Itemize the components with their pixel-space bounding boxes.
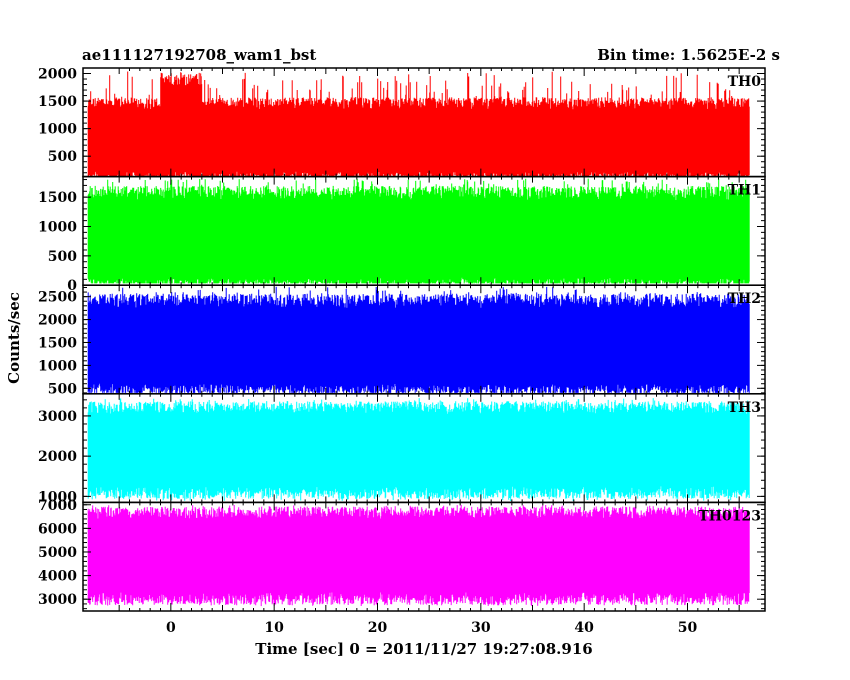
panel-th1: 0 500 1000 1500 TH1 <box>38 175 766 294</box>
y-tick-label: 1500 <box>38 94 77 110</box>
series-th1 <box>87 178 750 284</box>
panel-label: TH3 <box>728 400 761 416</box>
y-tick-label: 500 <box>48 381 77 397</box>
panel-th2: 500 1000 1500 2000 2500 TH2 <box>38 284 766 397</box>
y-tick-label: 1000 <box>38 122 77 138</box>
y-tick-label: 2500 <box>38 290 77 306</box>
x-tick-label: 0 <box>166 620 176 636</box>
figure-title-right: Bin time: 1.5625E-2 s <box>597 46 780 64</box>
panel-label: TH0 <box>728 74 762 90</box>
y-tick-label: 500 <box>48 249 77 265</box>
x-axis-label: Time [sec] 0 = 2011/11/27 19:27:08.916 <box>255 640 592 658</box>
panel-label: TH2 <box>728 291 761 307</box>
y-tick-label: 6000 <box>38 521 77 537</box>
y-tick-label: 5000 <box>38 545 77 561</box>
y-tick-label: 1500 <box>38 190 77 206</box>
y-tick-label: 2000 <box>38 449 77 465</box>
y-tick-label: 1000 <box>38 219 77 235</box>
y-tick-label: 2000 <box>38 67 77 83</box>
x-tick-label: 20 <box>368 620 388 636</box>
y-tick-label: 1000 <box>38 358 77 374</box>
y-axis-label: Counts/sec <box>5 292 23 384</box>
series-th3 <box>87 398 750 501</box>
panel-label: TH1 <box>728 183 761 199</box>
y-tick-label: 7000 <box>38 498 77 514</box>
figure-title-left: ae111127192708_wam1_bst <box>82 46 316 64</box>
series-th0 <box>87 71 750 177</box>
panel-th0123: 3000 4000 5000 6000 7000 TH0123 <box>38 498 766 612</box>
y-tick-label: 0 <box>67 278 77 294</box>
y-tick-label: 1500 <box>38 335 77 351</box>
panel-label: TH0123 <box>698 508 761 524</box>
y-tick-label: 3000 <box>38 409 77 425</box>
panel-th3: 1000 2000 3000 TH3 <box>38 393 766 505</box>
series-th0123 <box>87 504 750 607</box>
y-tick-label: 2000 <box>38 313 77 329</box>
y-tick-label: 500 <box>48 149 77 165</box>
y-tick-label: 3000 <box>38 592 77 608</box>
y-tick-label: 4000 <box>38 569 77 585</box>
panel-th0: 500 1000 1500 2000 TH0 <box>38 67 766 178</box>
x-tick-label: 30 <box>471 620 491 636</box>
y-tick-label: 1000 <box>38 489 77 505</box>
x-tick-label: 40 <box>574 620 594 636</box>
series-th2 <box>87 286 750 393</box>
x-tick-label: 50 <box>678 620 698 636</box>
x-tick-label: 10 <box>264 620 284 636</box>
